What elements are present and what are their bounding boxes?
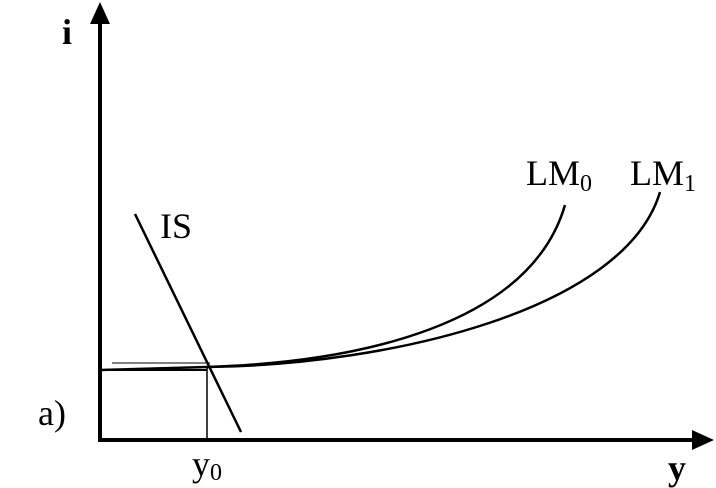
- y0-label-sub: 0: [210, 460, 222, 486]
- lm1-curve: [206, 191, 662, 369]
- lm1-label: LM1: [630, 153, 696, 197]
- lm1-label-main: LM: [630, 153, 684, 193]
- is-curve: [133, 213, 243, 433]
- y0-label: y0: [192, 444, 222, 486]
- lm0-label-main: LM: [526, 153, 580, 193]
- y-axis-arrow: [90, 2, 110, 24]
- x-axis-label: y: [668, 448, 686, 488]
- is-label: IS: [160, 206, 192, 246]
- lm0-label-sub: 0: [580, 171, 592, 197]
- y-axis-label: i: [62, 12, 72, 52]
- lm1-label-sub: 1: [684, 171, 696, 197]
- y0-label-main: y: [192, 444, 210, 484]
- lm0-label: LM0: [526, 153, 592, 197]
- panel-label: a): [38, 393, 66, 433]
- x-axis-arrow: [692, 430, 714, 450]
